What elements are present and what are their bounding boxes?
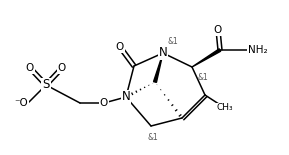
Text: &1: &1 [148, 133, 159, 142]
Text: &1: &1 [198, 73, 209, 82]
Text: O: O [26, 63, 34, 73]
Text: CH₃: CH₃ [217, 104, 233, 113]
Polygon shape [153, 53, 163, 82]
Text: N: N [159, 46, 167, 60]
Text: O: O [116, 42, 124, 52]
Text: O: O [100, 98, 108, 108]
Polygon shape [192, 49, 221, 67]
Text: &1: &1 [167, 38, 178, 46]
Text: O: O [58, 63, 66, 73]
Text: NH₂: NH₂ [248, 45, 268, 55]
Text: O: O [214, 25, 222, 35]
Text: S: S [42, 78, 50, 91]
Text: N: N [122, 91, 130, 104]
Text: ⁻O: ⁻O [14, 98, 28, 108]
